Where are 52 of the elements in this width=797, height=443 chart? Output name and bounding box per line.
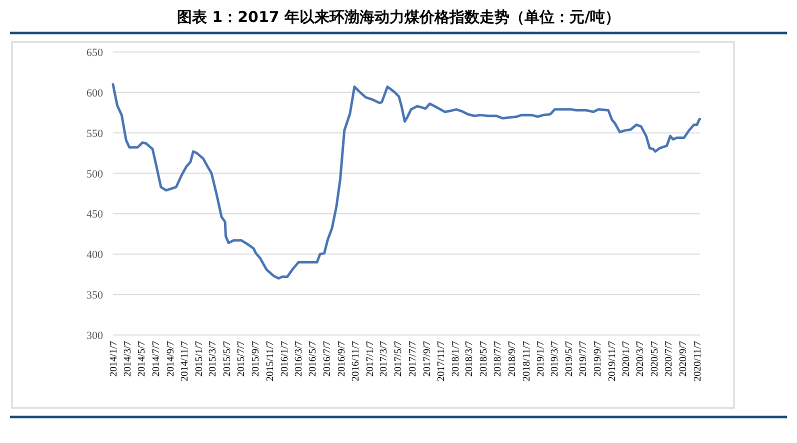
x-tick-label: 2016/9/7	[336, 341, 348, 377]
x-tick-label: 2015/11/7	[265, 341, 276, 382]
x-tick-label: 2015/9/7	[250, 341, 262, 377]
x-tick-label: 2015/3/7	[208, 341, 219, 377]
y-tick-label: 600	[86, 87, 104, 100]
x-tick-label: 2018/11/7	[521, 341, 532, 382]
x-tick-label: 2019/9/7	[592, 341, 604, 377]
x-tick-label: 2017/7/7	[407, 341, 418, 377]
line-series	[112, 83, 702, 280]
x-tick-label: 2014/3/7	[122, 341, 134, 377]
x-tick-label: 2019/5/7	[564, 341, 575, 377]
x-tick-label: 2014/9/7	[165, 341, 176, 377]
x-tick-label: 2018/7/7	[492, 341, 504, 377]
x-tick-label: 2019/3/7	[550, 341, 561, 377]
x-tick-label: 2014/7/7	[150, 341, 162, 377]
x-tick-label: 2017/9/7	[422, 341, 433, 377]
x-tick-label: 2018/1/7	[450, 341, 462, 377]
x-tick-label: 2016/11/7	[350, 341, 362, 382]
x-tick-label: 2016/5/7	[308, 341, 319, 377]
x-tick-label: 2020/11/7	[692, 341, 704, 382]
x-tick-label: 2018/3/7	[464, 341, 476, 377]
x-tick-label: 2017/11/7	[436, 341, 448, 382]
x-tick-label: 2015/5/7	[222, 341, 233, 377]
y-tick-label: 500	[86, 168, 104, 180]
x-tick-label: 2020/7/7	[664, 341, 675, 377]
y-tick-label: 650	[86, 47, 104, 59]
x-tick-label: 2019/11/7	[606, 341, 618, 382]
x-tick-label: 2018/5/7	[478, 341, 490, 377]
x-tick-label: 2016/7/7	[322, 341, 333, 377]
y-tick-label: 400	[86, 249, 104, 262]
x-tick-label: 2017/1/7	[364, 341, 376, 377]
x-tick-label: 2019/1/7	[536, 341, 547, 377]
x-tick-label: 2020/9/7	[678, 341, 690, 377]
x-tick-label: 2020/5/7	[649, 341, 660, 377]
x-tick-label: 2017/5/7	[392, 341, 404, 377]
x-tick-label: 2015/1/7	[194, 341, 205, 377]
y-tick-label: 300	[86, 330, 104, 342]
y-tick-label: 350	[86, 290, 104, 302]
x-tick-label: 2015/7/7	[236, 341, 248, 377]
x-tick-label: 2014/5/7	[136, 341, 148, 377]
y-tick-label: 550	[86, 128, 104, 140]
y-tick-label: 450	[86, 208, 104, 221]
x-tick-label: 2020/3/7	[635, 341, 646, 377]
x-tick-label: 2017/3/7	[378, 341, 390, 377]
x-tick-label: 2014/1/7	[108, 341, 120, 377]
chart-title: 图表 1：2017 年以来环渤海动力煤价格指数走势（单位：元/吨）	[176, 8, 620, 26]
x-tick-label: 2016/3/7	[293, 341, 304, 377]
x-tick-label: 2018/9/7	[507, 341, 518, 377]
x-tick-label: 2020/1/7	[621, 341, 632, 377]
x-tick-label: 2014/11/7	[180, 341, 191, 382]
x-tick-label: 2019/7/7	[578, 341, 590, 377]
x-tick-label: 2016/1/7	[279, 341, 290, 377]
